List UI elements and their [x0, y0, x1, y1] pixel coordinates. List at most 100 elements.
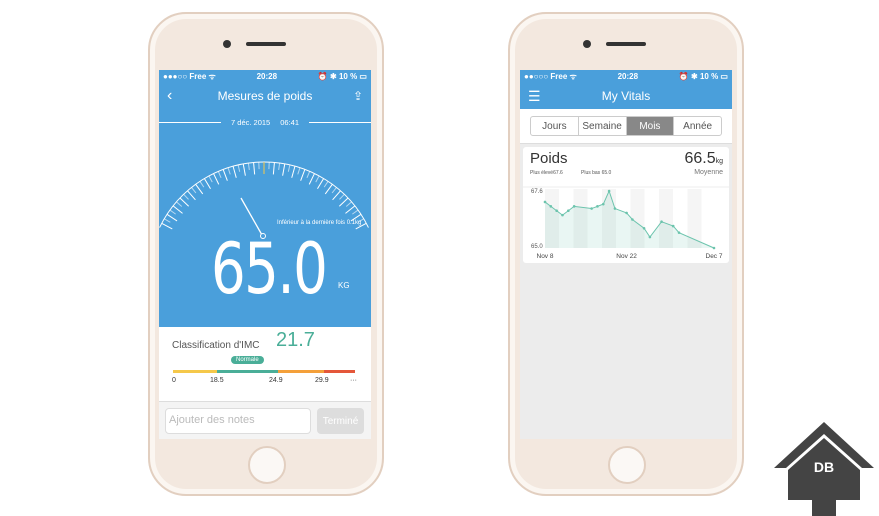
chart-point	[671, 224, 675, 228]
gauge-tick	[187, 190, 196, 201]
tab-jours[interactable]: Jours	[531, 117, 579, 135]
gauge-tick	[217, 171, 222, 179]
home-button[interactable]	[248, 446, 286, 484]
page-title: Mesures de poids	[217, 89, 313, 103]
weight-card[interactable]: Poids Plus élevé67.6 Plus bas 65.0 66.5k…	[523, 147, 729, 263]
chart-point	[648, 235, 652, 239]
gauge-tick	[222, 169, 228, 181]
chart-area	[545, 191, 714, 248]
vitals-screen: ●●○○○ Free ᯤ 20:28 ⏰ ✱ 10 % ▭ ☰ My Vitals …	[520, 70, 732, 439]
avg-label: Moyenne	[694, 169, 723, 176]
gauge-tick	[332, 190, 341, 201]
gauge-tick	[323, 181, 329, 188]
y-tick-label: 65.0	[531, 244, 543, 250]
gauge-tick	[355, 222, 367, 230]
chart-point	[601, 202, 605, 206]
chart-point	[555, 209, 558, 213]
gauge-tick	[339, 193, 345, 200]
gauge-pivot	[260, 233, 266, 239]
gauge-tick	[213, 173, 220, 185]
gauge-tick	[297, 167, 301, 175]
chart-point	[572, 205, 576, 208]
chart-point	[567, 209, 570, 213]
gauge-tick	[317, 178, 325, 190]
chart-band	[630, 189, 645, 248]
gauge-tick	[315, 175, 320, 183]
gauge-tick	[278, 162, 281, 171]
gauge-tick	[166, 213, 178, 222]
gauge-tick	[183, 193, 189, 200]
bmi-label: Classification d'IMC	[172, 340, 260, 351]
menu-icon[interactable]: ☰	[528, 87, 541, 104]
gauge-tick	[345, 201, 352, 207]
chart-point	[613, 207, 617, 210]
tab-semaine[interactable]: Semaine	[579, 117, 627, 135]
chart-band	[687, 189, 702, 248]
chart-point	[596, 205, 599, 208]
date-row: 7 déc. 2015 06:41	[159, 118, 371, 127]
y-tick-label: 67.6	[531, 189, 543, 195]
chart-band	[573, 189, 588, 248]
gauge-tick	[287, 164, 291, 172]
gauge-tick	[272, 162, 275, 175]
gauge-tick	[300, 169, 306, 181]
gauge-tick	[176, 201, 183, 207]
chart-point	[625, 211, 628, 215]
chart-band	[659, 189, 673, 248]
share-icon[interactable]: ⇪	[352, 89, 363, 103]
gauge-tick	[282, 163, 286, 176]
avg-value: 66.5	[684, 150, 716, 167]
time: 06:41	[280, 118, 299, 127]
navbar: ☰ My Vitals	[520, 83, 732, 109]
weight-value: 65.0	[211, 228, 328, 310]
chart-point	[543, 200, 547, 204]
gauge-tick	[352, 209, 359, 215]
status-bar: ●●○○○ Free ᯤ 20:28 ⏰ ✱ 10 % ▭	[524, 72, 728, 81]
chart-point	[561, 213, 564, 217]
chart-point	[590, 207, 593, 210]
notes-input[interactable]: Ajouter des notes	[165, 408, 311, 434]
gauge-tick	[232, 166, 237, 178]
max-label: Plus élevé67.6	[530, 170, 563, 176]
chart-band	[602, 189, 616, 248]
gauge-tick	[345, 205, 356, 214]
page-title: My Vitals	[601, 89, 651, 103]
gauge-tick	[350, 213, 362, 222]
chart-point	[631, 218, 634, 221]
home-button[interactable]	[608, 446, 646, 484]
gauge-tick	[227, 167, 231, 175]
weight-chart: 67.6 65.0 Nov 8 Nov 22 Dec 7	[523, 186, 729, 260]
gauge-tick	[338, 197, 349, 207]
period-tabs: Jours Semaine Mois Année	[530, 116, 722, 136]
tab-annee[interactable]: Année	[683, 120, 713, 132]
date: 7 déc. 2015	[231, 118, 271, 127]
db-logo: DB	[774, 422, 874, 516]
chart-point	[712, 246, 716, 250]
gauge-tick	[237, 164, 241, 172]
weight-screen: ●●●○○ Free ᯤ 20:28 ⏰ ✱ 10 % ▭ ‹ Mesures de…	[159, 70, 371, 439]
x-tick-label: Dec 7	[706, 253, 723, 260]
done-button[interactable]: Terminé	[317, 408, 364, 434]
gauge-tick	[324, 183, 333, 195]
weight-unit: KG	[338, 281, 350, 290]
gauge	[159, 161, 369, 239]
tab-mois[interactable]: Mois	[626, 117, 675, 135]
min-label: Plus bas 65.0	[581, 170, 612, 176]
back-icon[interactable]: ‹	[167, 87, 173, 104]
gauge-tick	[247, 162, 250, 171]
gauge-tick	[179, 197, 190, 207]
gauge-tick	[169, 209, 176, 215]
chart-point	[549, 205, 553, 208]
gauge-tick	[208, 175, 213, 183]
avg-unit: kg	[715, 158, 723, 165]
chart-point	[607, 189, 611, 193]
chart-point	[642, 226, 646, 230]
status-bar: ●●●○○ Free ᯤ 20:28 ⏰ ✱ 10 % ▭	[159, 70, 371, 83]
bmi-badge: Normale	[231, 356, 264, 364]
gauge-tick	[203, 178, 211, 190]
gauge-tick	[308, 173, 315, 185]
chart-point	[660, 220, 663, 223]
gauge-tick	[306, 171, 311, 179]
gauge-needle	[240, 197, 263, 236]
gauge-tick	[195, 183, 204, 195]
